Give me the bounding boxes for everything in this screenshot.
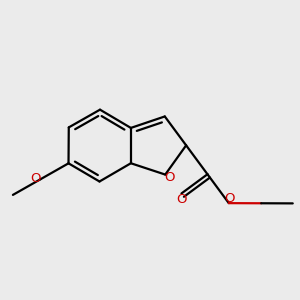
Text: O: O (225, 192, 235, 205)
Text: O: O (176, 194, 187, 206)
Text: O: O (30, 172, 40, 184)
Text: O: O (165, 171, 175, 184)
